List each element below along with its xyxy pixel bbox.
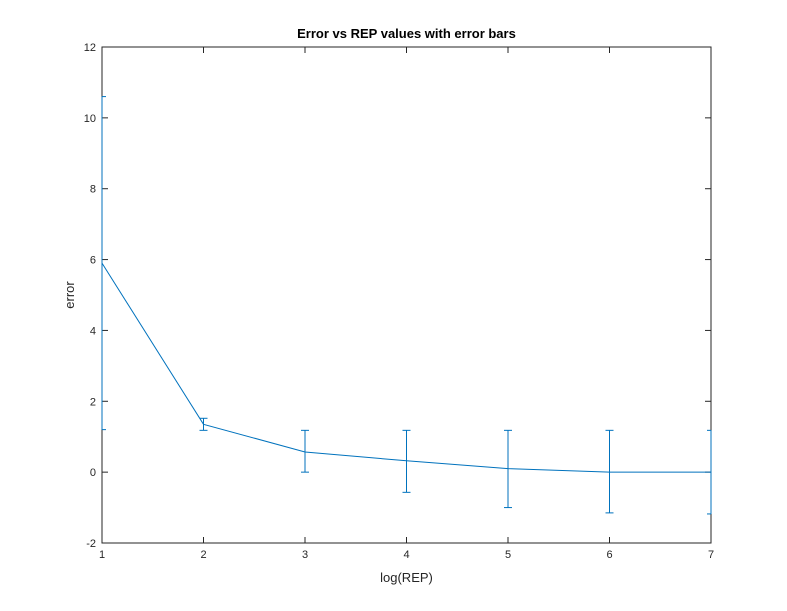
chart-title: Error vs REP values with error bars xyxy=(297,26,516,41)
series-layer xyxy=(101,96,712,515)
x-tick-label: 5 xyxy=(505,549,511,561)
x-tick-label: 7 xyxy=(708,549,714,561)
x-tick-label: 6 xyxy=(606,549,612,561)
series-line xyxy=(101,262,711,473)
x-tick-label: 1 xyxy=(99,549,105,561)
y-tick-label: 4 xyxy=(90,325,96,337)
x-axis-label: log(REP) xyxy=(380,570,433,585)
y-tick-label: 12 xyxy=(84,42,96,54)
x-tick-label: 3 xyxy=(302,549,308,561)
y-tick-label: 2 xyxy=(90,396,96,408)
y-tick-label: 10 xyxy=(84,113,96,125)
y-tick-label: 8 xyxy=(90,184,96,196)
y-tick-label: -2 xyxy=(86,538,96,550)
y-tick-label: 0 xyxy=(90,467,96,479)
y-axis-label: error xyxy=(62,281,77,309)
x-tick-label: 2 xyxy=(200,549,206,561)
y-tick-label: 6 xyxy=(90,255,96,267)
x-tick-label: 4 xyxy=(403,549,409,561)
